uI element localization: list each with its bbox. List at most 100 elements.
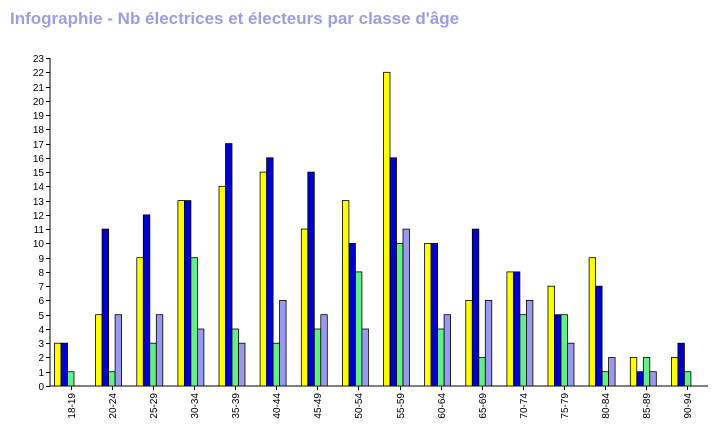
y-tick-label: 15 bbox=[33, 168, 45, 179]
bar bbox=[108, 371, 116, 387]
bar bbox=[225, 143, 233, 387]
bar bbox=[60, 342, 68, 387]
bar bbox=[136, 257, 144, 387]
y-tick-label: 18 bbox=[33, 125, 45, 136]
x-tick-label: 18-19 bbox=[67, 393, 78, 419]
x-tick-label: 55-59 bbox=[396, 393, 407, 419]
bar bbox=[567, 342, 575, 387]
bar bbox=[478, 357, 486, 387]
y-tick-label: 14 bbox=[33, 182, 45, 193]
bar bbox=[183, 200, 192, 387]
bar bbox=[266, 157, 274, 387]
y-tick-label: 3 bbox=[38, 339, 44, 350]
y-tick-label: 9 bbox=[38, 254, 44, 265]
bar bbox=[588, 257, 596, 387]
bar bbox=[149, 342, 157, 387]
bar bbox=[554, 314, 562, 387]
y-tick-label: 20 bbox=[33, 97, 45, 108]
bar bbox=[560, 314, 568, 387]
bar bbox=[272, 342, 281, 387]
bar bbox=[177, 200, 185, 387]
y-tick-label: 5 bbox=[38, 311, 44, 322]
x-tick-label: 30-34 bbox=[190, 393, 201, 419]
bar bbox=[142, 214, 151, 387]
y-tick-label: 8 bbox=[38, 268, 44, 279]
y-tick-label: 10 bbox=[33, 239, 45, 250]
y-tick-label: 7 bbox=[38, 282, 44, 293]
bar bbox=[437, 328, 445, 387]
bar bbox=[595, 285, 603, 387]
bar bbox=[629, 357, 638, 387]
x-tick-label: 85-89 bbox=[642, 393, 653, 419]
y-tick-label: 2 bbox=[38, 353, 44, 364]
bar bbox=[101, 228, 109, 387]
bar bbox=[402, 228, 410, 387]
bar bbox=[389, 157, 397, 387]
bar bbox=[430, 242, 439, 387]
y-tick-label: 12 bbox=[33, 211, 45, 222]
y-tick-label: 6 bbox=[38, 296, 44, 307]
bar bbox=[341, 200, 350, 387]
y-tick-label: 22 bbox=[33, 68, 45, 79]
x-tick-label: 50-54 bbox=[354, 393, 365, 419]
bar bbox=[300, 228, 309, 387]
bar bbox=[155, 314, 164, 387]
bar bbox=[513, 271, 521, 387]
bar bbox=[320, 314, 328, 387]
bar bbox=[231, 328, 239, 387]
bar bbox=[443, 314, 452, 387]
y-tick-label: 11 bbox=[34, 225, 45, 236]
bar bbox=[465, 299, 473, 387]
bar bbox=[259, 171, 268, 387]
bar bbox=[114, 314, 122, 387]
bar bbox=[671, 357, 679, 387]
y-tick-label: 21 bbox=[33, 83, 45, 94]
y-tick-label: 23 bbox=[33, 54, 45, 65]
x-tick-label: 40-44 bbox=[272, 393, 283, 419]
y-tick-label: 13 bbox=[33, 197, 45, 208]
bar bbox=[636, 371, 644, 387]
bar bbox=[471, 228, 480, 387]
bar bbox=[95, 314, 103, 387]
bar bbox=[190, 257, 198, 387]
bar bbox=[424, 242, 432, 387]
bar bbox=[601, 371, 609, 387]
bar bbox=[54, 342, 62, 387]
bar bbox=[526, 299, 534, 387]
y-tick-label: 16 bbox=[33, 154, 45, 165]
bar bbox=[677, 342, 685, 387]
bar bbox=[396, 242, 404, 387]
x-tick-label: 65-69 bbox=[478, 393, 489, 419]
bar bbox=[279, 299, 287, 387]
x-tick-label: 90-94 bbox=[683, 393, 694, 419]
bar bbox=[354, 271, 363, 387]
bar bbox=[547, 285, 555, 387]
bar bbox=[608, 357, 616, 387]
bar bbox=[649, 371, 657, 387]
x-tick-label: 80-84 bbox=[601, 393, 612, 419]
bar bbox=[196, 328, 205, 387]
bars bbox=[54, 71, 692, 387]
x-tick-label: 35-39 bbox=[231, 393, 242, 419]
y-tick-label: 19 bbox=[33, 111, 45, 122]
x-tick-label: 70-74 bbox=[519, 393, 530, 419]
bar bbox=[307, 171, 315, 387]
bar bbox=[484, 299, 493, 387]
y-tick-label: 0 bbox=[38, 382, 44, 393]
bar bbox=[67, 371, 75, 387]
y-tick-label: 17 bbox=[33, 140, 45, 151]
x-tick-label: 60-64 bbox=[437, 393, 448, 419]
bar bbox=[684, 371, 692, 387]
x-tick-label: 75-79 bbox=[560, 393, 571, 419]
bar bbox=[519, 314, 527, 387]
x-tick-label: 20-24 bbox=[108, 393, 119, 419]
x-tick-label: 45-49 bbox=[313, 393, 324, 419]
x-tick-label: 25-29 bbox=[149, 393, 160, 419]
y-tick-label: 4 bbox=[38, 325, 44, 336]
bar bbox=[642, 357, 651, 387]
bar bbox=[218, 185, 226, 387]
y-tick-label: 1 bbox=[38, 368, 44, 379]
bar bbox=[506, 271, 514, 387]
